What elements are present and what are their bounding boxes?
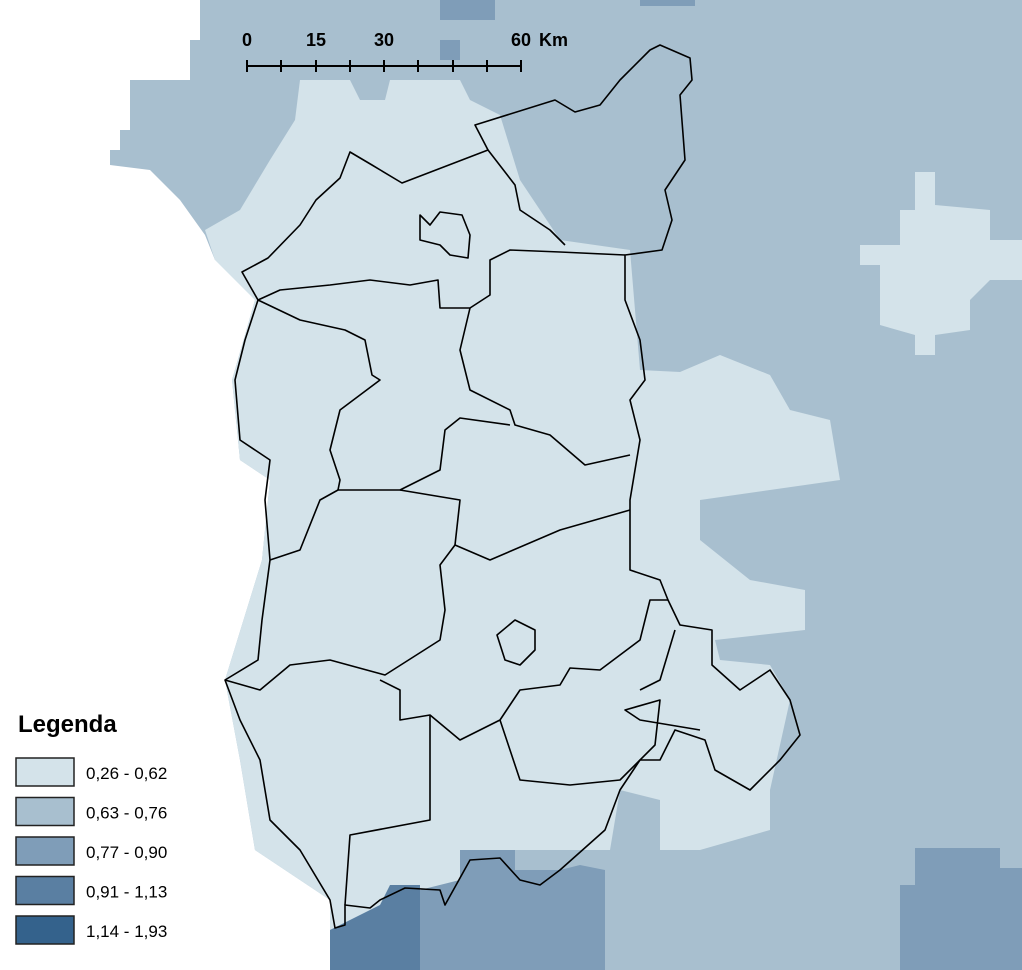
- town-outline: [419, 211, 471, 259]
- raster-class: [900, 848, 1022, 970]
- legend-swatch: [15, 875, 75, 906]
- legend-label: 0,26 - 0,62: [86, 764, 167, 783]
- scale-label: 0: [242, 30, 252, 50]
- town-outline: [496, 619, 536, 666]
- raster-class: [420, 850, 605, 970]
- legend-swatch: [15, 836, 75, 866]
- raster-class: [205, 80, 840, 930]
- province-outline: [224, 44, 801, 929]
- scale-label: 15: [306, 30, 326, 50]
- legend-label: 0,77 - 0,90: [86, 843, 167, 862]
- raster-class: [330, 885, 420, 970]
- legend-swatch: [15, 796, 75, 827]
- district-line: [459, 307, 631, 466]
- scale-label: 60: [511, 30, 531, 50]
- scale-bar: [246, 60, 522, 72]
- district-line: [487, 149, 566, 246]
- district-line: [224, 544, 456, 691]
- district-line: [639, 629, 676, 691]
- district-line: [257, 249, 626, 309]
- district-line: [399, 489, 631, 561]
- raster-class: [640, 0, 695, 6]
- district-line: [499, 699, 701, 786]
- raster-class: [860, 172, 1022, 355]
- district-line: [344, 715, 431, 906]
- district-line: [257, 299, 511, 491]
- district-line: [269, 489, 339, 561]
- district-boundaries: [224, 44, 801, 929]
- legend-label: 0,63 - 0,76: [86, 804, 167, 823]
- no-data-area: [0, 0, 330, 970]
- raster-class: [440, 40, 460, 60]
- district-line: [379, 599, 668, 741]
- legend-label: 1,14 - 1,93: [86, 922, 167, 941]
- legend-swatch: [15, 915, 75, 945]
- scale-label: 30: [374, 30, 394, 50]
- legend-swatch: [15, 757, 75, 787]
- raster-class: [440, 0, 495, 20]
- legend-label: 0,91 - 1,13: [86, 883, 167, 902]
- scale-unit: Km: [539, 30, 568, 50]
- legend-title: Legenda: [18, 711, 117, 738]
